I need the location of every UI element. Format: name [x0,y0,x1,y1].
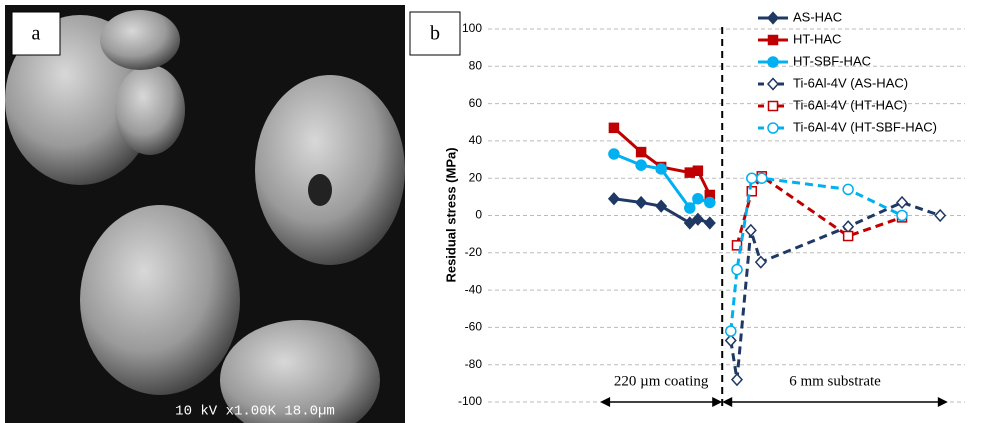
marker [703,216,716,230]
legend-label: Ti-6Al-4V (HT-HAC) [793,97,907,112]
marker [754,255,767,269]
marker [692,165,704,176]
marker [635,159,647,171]
scale-text: 10 kV x1.00K 18.0µm [175,404,335,420]
series-line [729,176,903,332]
marker [842,220,855,234]
marker [691,212,704,226]
y-tick-label: 0 [475,208,482,222]
legend-marker [766,11,780,25]
y-tick-label: 60 [469,96,483,110]
panel-label-box [409,11,461,56]
y-tick-label: 20 [469,170,483,184]
legend-marker [767,34,779,46]
y-tick-label: 100 [462,21,482,35]
marker [756,172,768,184]
panel-label-box [11,11,61,56]
marker [746,172,758,184]
y-tick-label: -40 [465,282,483,296]
marker [896,209,908,222]
legend-label: Ti-6Al-4V (HT-SBF-HAC) [793,119,937,134]
legend-marker [767,56,779,68]
y-tick-label: 80 [469,58,483,72]
marker [731,240,743,251]
marker [655,199,668,213]
annotation: 220 µm coating [614,373,709,389]
y-tick-label: -20 [465,245,483,259]
marker [934,208,947,223]
marker [731,263,743,276]
marker [730,373,744,387]
marker [744,223,757,238]
panel-label: a [32,23,41,45]
series-line [729,200,941,380]
marker [692,192,704,205]
y-tick-label: -100 [458,394,482,408]
legend-label: HT-HAC [793,31,841,46]
marker [635,146,647,158]
sem-image: a 10 kV x1.00K 18.0µm [5,5,405,423]
legend-label: AS-HAC [793,9,842,24]
legend-label: Ti-6Al-4V (AS-HAC) [793,75,908,90]
legend-marker [766,77,780,91]
marker [608,122,620,134]
marker [607,192,620,206]
y-axis-label: Residual stress (MPa) [443,147,458,282]
legend-marker [767,100,779,112]
marker [655,163,667,175]
marker [608,148,620,160]
marker [725,325,737,337]
legend-label: HT-SBF-HAC [793,53,871,68]
marker [842,230,854,242]
y-tick-label: -80 [465,357,483,371]
legend-marker [767,122,779,134]
marker [724,333,737,348]
marker [704,196,716,209]
panel-label: b [430,23,440,45]
annotation: 6 mm substrate [789,373,881,389]
y-tick-label: 40 [469,133,483,147]
marker [635,195,648,210]
marker [683,216,696,230]
marker [684,202,696,214]
marker [842,183,854,196]
marker [896,195,909,210]
y-tick-label: -60 [465,320,483,334]
series-line [735,174,903,246]
